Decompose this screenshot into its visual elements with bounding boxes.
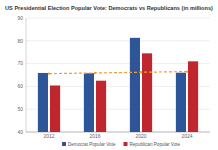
bar <box>96 81 106 132</box>
y-axis <box>26 18 27 132</box>
bar <box>176 73 186 132</box>
x-tick-label: 2016 <box>89 133 100 139</box>
grid-line <box>26 63 210 64</box>
x-tick-label: 2024 <box>181 133 192 139</box>
y-tick-label: 90 <box>17 15 23 21</box>
legend-swatch <box>62 142 66 146</box>
y-tick-label: 50 <box>17 106 23 112</box>
title: US Presidential Election Popular Vote: D… <box>5 5 213 11</box>
y-tick-label: 80 <box>17 38 23 44</box>
bar <box>50 85 60 132</box>
bar <box>84 73 94 132</box>
legend-label: Republican Popular Vote <box>130 142 181 147</box>
y-tick-label: 70 <box>17 60 23 66</box>
bar <box>130 38 140 132</box>
trend-line <box>49 72 187 74</box>
y-tick-label: 60 <box>17 83 23 89</box>
line-marker <box>186 70 188 72</box>
y-tick-label: 40 <box>17 129 23 135</box>
line-marker <box>94 72 96 74</box>
line-marker <box>48 72 50 74</box>
grid-line <box>26 18 210 19</box>
bar <box>38 73 48 132</box>
x-tick-label: 2020 <box>135 133 146 139</box>
legend-label: Democrat Popular Vote <box>68 142 116 147</box>
bar <box>188 61 198 132</box>
legend-swatch <box>124 142 128 146</box>
bar <box>142 53 152 132</box>
grid-line <box>26 40 210 41</box>
line-marker <box>140 71 142 73</box>
chart: US Presidential Election Popular Vote: D… <box>0 0 218 150</box>
plot-area <box>38 38 198 132</box>
x-tick-label: 2012 <box>43 133 54 139</box>
